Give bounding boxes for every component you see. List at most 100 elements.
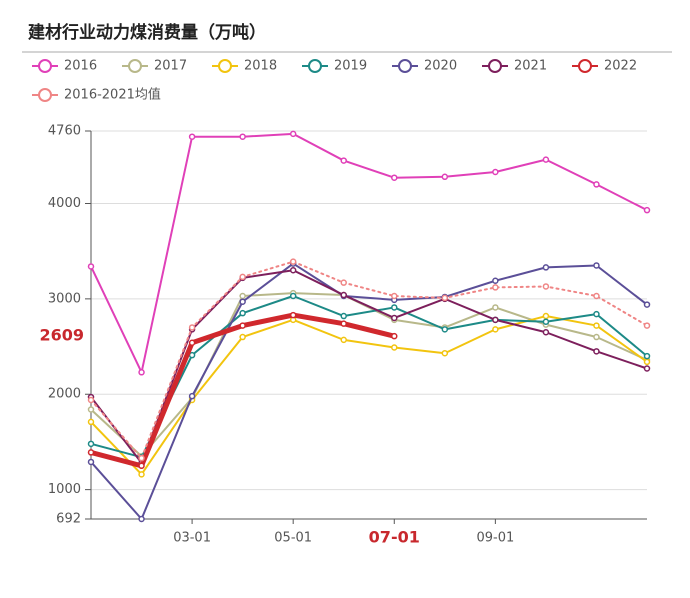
series-marker [391, 314, 398, 322]
y-tick-label: 4760 [48, 124, 81, 139]
series-marker [289, 258, 297, 265]
series-marker [87, 449, 95, 456]
legend-label: 2018 [244, 59, 277, 74]
series-marker [239, 309, 246, 317]
series-marker [441, 326, 449, 333]
series-marker [441, 173, 449, 181]
legend-label: 2019 [334, 59, 367, 74]
legend-marker [38, 59, 52, 73]
series-marker [87, 406, 95, 413]
legend-label: 2016-2021均值 [64, 87, 161, 103]
series-marker [239, 273, 246, 281]
series-marker [593, 310, 600, 318]
series-marker [542, 156, 550, 163]
series-marker [188, 392, 196, 400]
series-marker [239, 133, 246, 140]
chart-title: 建材行业动力煤消费量（万吨） [28, 22, 266, 43]
series-marker [138, 462, 145, 470]
series-marker [239, 333, 246, 341]
series-marker [239, 292, 246, 300]
series-line [90, 262, 648, 520]
series-marker [188, 324, 196, 331]
series-marker [87, 458, 95, 466]
series-marker [593, 322, 600, 329]
legend-marker [578, 59, 592, 73]
series-marker [340, 336, 347, 344]
series-marker [87, 263, 95, 270]
y-tick-label: 4000 [48, 196, 81, 211]
series-marker [340, 279, 347, 286]
series-marker [542, 312, 550, 320]
series-marker [643, 301, 651, 308]
series-marker [289, 292, 297, 300]
series-marker [441, 294, 449, 302]
series-marker [340, 312, 347, 320]
series-marker [391, 304, 398, 311]
highlight-value-label: 2609 [39, 326, 84, 345]
series-marker [340, 320, 347, 327]
series-marker [492, 326, 499, 333]
legend-label: 2021 [514, 59, 547, 74]
series-line [90, 132, 648, 374]
series-marker [441, 349, 449, 357]
series-marker [87, 396, 95, 404]
series-line [90, 315, 648, 476]
series-marker [391, 332, 398, 340]
legend-marker [488, 59, 502, 73]
series-marker [188, 339, 196, 346]
series-marker [391, 344, 398, 351]
series-marker [643, 365, 651, 372]
series-marker [492, 304, 499, 311]
series-marker [643, 352, 651, 360]
series-marker [492, 277, 499, 284]
series-marker [593, 262, 600, 269]
series-marker [138, 515, 145, 523]
series-marker [593, 348, 600, 355]
series-marker [492, 168, 499, 176]
series-marker [87, 418, 95, 426]
x-tick-label: 03-01 [173, 531, 211, 546]
series-marker [492, 284, 499, 291]
legend-marker [218, 59, 232, 73]
series-marker [542, 318, 550, 326]
series-marker [593, 181, 600, 188]
legend-label: 2016 [64, 59, 97, 74]
series-marker [87, 440, 95, 448]
legend-marker [398, 59, 412, 73]
series-marker [391, 292, 398, 300]
legend-label: 2022 [604, 59, 637, 74]
y-tick-label: 3000 [48, 291, 81, 306]
series-line [90, 295, 648, 459]
x-tick-label: 09-01 [476, 531, 514, 546]
y-tick-label: 2000 [48, 387, 81, 402]
series-marker [289, 267, 297, 274]
series-marker [340, 291, 347, 299]
series-marker [542, 328, 550, 336]
series-marker [542, 264, 550, 271]
series-line [90, 260, 648, 460]
series-marker [289, 130, 297, 138]
series-marker [138, 471, 145, 478]
legend-marker [38, 88, 52, 102]
y-tick-label: 692 [56, 512, 81, 527]
legend-label: 2020 [424, 59, 457, 74]
series-marker [239, 322, 246, 329]
y-tick-label: 1000 [48, 482, 81, 497]
legend-marker [128, 59, 142, 73]
series-marker [289, 311, 297, 319]
series-marker [593, 292, 600, 300]
series-marker [643, 322, 651, 329]
series-marker [138, 454, 145, 462]
legend-label: 2017 [154, 59, 187, 74]
series-marker [239, 298, 246, 305]
series-marker [593, 333, 600, 341]
series-marker [643, 358, 651, 366]
series-marker [492, 316, 499, 324]
legend-marker [308, 59, 322, 73]
series-marker [643, 206, 651, 214]
series-marker [391, 174, 398, 181]
series-marker [340, 157, 347, 164]
series-marker [188, 133, 196, 140]
x-tick-label: 05-01 [274, 531, 312, 546]
